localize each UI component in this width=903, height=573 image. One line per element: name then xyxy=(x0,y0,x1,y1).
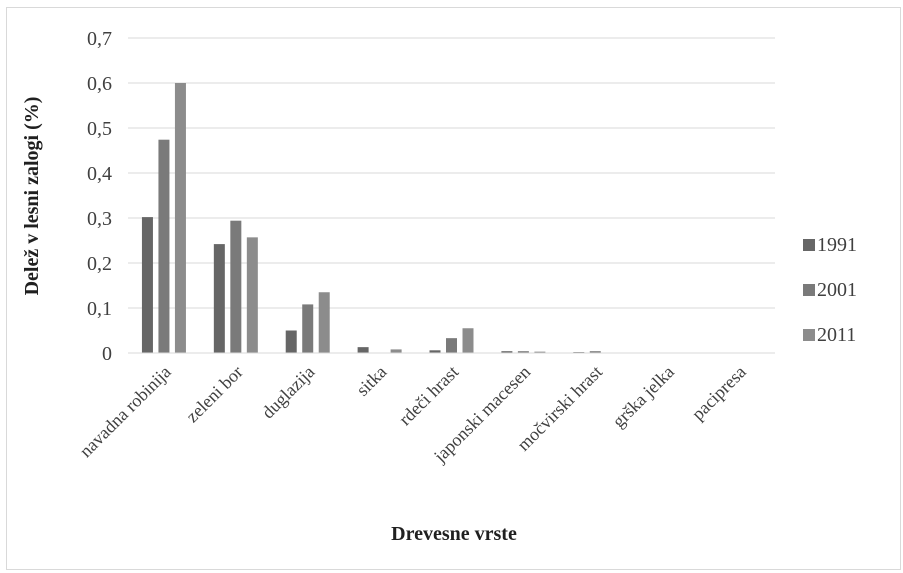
y-tick-label: 0,4 xyxy=(87,163,112,185)
bar-1991 xyxy=(501,351,513,353)
legend-swatch xyxy=(803,284,815,296)
y-axis-label: Delež v lesni zalogi (%) xyxy=(21,97,43,296)
y-tick-label: 0,5 xyxy=(87,118,112,140)
chart-frame xyxy=(6,7,901,570)
y-tick-label: 0 xyxy=(102,343,112,365)
x-category-label: zeleni bor xyxy=(182,362,247,427)
bar-2011 xyxy=(534,351,546,353)
x-axis-category-labels: navadna robinija zeleni bor duglazija sitka… xyxy=(75,362,749,467)
legend-label: 2001 xyxy=(817,279,857,301)
y-tick-label: 0,1 xyxy=(87,298,112,320)
bar-2001 xyxy=(230,220,242,353)
legend-label: 2011 xyxy=(817,324,856,346)
bar-2001 xyxy=(302,304,314,353)
legend-swatch xyxy=(803,239,815,251)
y-tick-label: 0,7 xyxy=(87,28,112,50)
legend: 1991 2001 2011 xyxy=(803,234,857,346)
x-category-label: duglazija xyxy=(258,362,319,423)
bar-1991 xyxy=(213,244,225,353)
y-tick-label: 0,6 xyxy=(87,73,112,95)
bars xyxy=(141,83,601,353)
legend-label: 1991 xyxy=(817,234,857,256)
bar-2011 xyxy=(318,292,330,353)
x-category-label: grška jelka xyxy=(608,362,678,432)
x-category-label: pacipresa xyxy=(688,362,750,424)
x-category-label: sitka xyxy=(352,362,390,400)
bar-2011 xyxy=(390,349,402,353)
y-axis-ticks: 0 0,1 0,2 0,3 0,4 0,5 0,6 0,7 xyxy=(87,28,112,365)
x-category-label: rdeči hrast xyxy=(395,362,463,430)
bar-2011 xyxy=(246,237,258,353)
bar-1991 xyxy=(429,350,441,353)
bar-2001 xyxy=(446,338,457,353)
legend-swatch xyxy=(803,329,815,341)
gridlines xyxy=(128,37,775,309)
bar-2001 xyxy=(158,139,170,353)
bar-1991 xyxy=(141,217,153,353)
bar-1991 xyxy=(285,330,297,353)
bar-2011 xyxy=(462,328,474,353)
bar-1991 xyxy=(357,347,369,353)
bar-2001 xyxy=(517,351,529,353)
bar-2011 xyxy=(174,83,186,353)
y-tick-label: 0,2 xyxy=(87,253,112,275)
x-category-label: navadna robinija xyxy=(75,362,174,461)
y-tick-label: 0,3 xyxy=(87,208,112,230)
bar-2001 xyxy=(589,351,601,353)
x-axis-label: Drevesne vrste xyxy=(391,523,517,545)
